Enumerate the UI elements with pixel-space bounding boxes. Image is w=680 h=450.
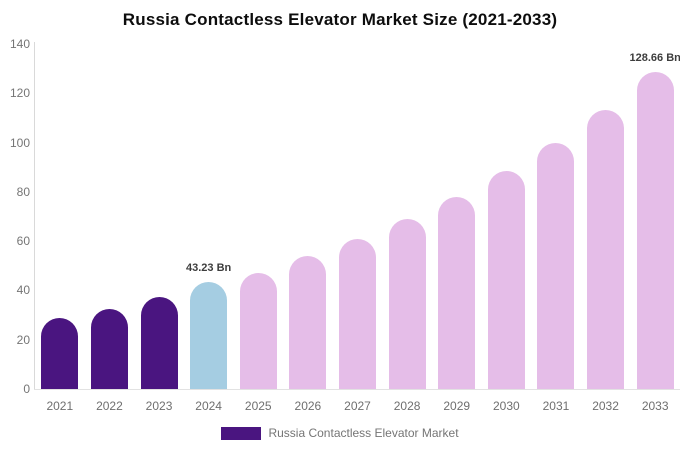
x-tick-label: 2031 — [542, 399, 570, 413]
bar-2024 — [190, 282, 228, 389]
legend-label: Russia Contactless Elevator Market — [268, 426, 459, 440]
x-tick-label: 2025 — [244, 399, 272, 413]
y-tick-label: 120 — [9, 86, 30, 101]
bar-2023 — [140, 296, 178, 389]
bar-2029 — [438, 196, 476, 389]
bar-2033 — [636, 71, 674, 389]
x-axis-line — [34, 389, 680, 390]
x-tick-label: 2032 — [592, 399, 619, 413]
x-tick-label: 2024 — [195, 399, 222, 413]
y-tick-label: 100 — [9, 135, 30, 150]
bar-2028 — [388, 218, 426, 389]
chart-title: Russia Contactless Elevator Market Size … — [122, 10, 558, 29]
x-tick-label: 2026 — [294, 399, 322, 413]
x-tick-label: 2023 — [145, 399, 173, 413]
y-tick-label: 60 — [16, 234, 30, 249]
data-label: 128.66 Bn — [629, 51, 680, 64]
bar-2026 — [289, 255, 327, 389]
y-tick-label: 0 — [23, 382, 30, 396]
x-tick-label: 2030 — [492, 399, 520, 413]
bar-2022 — [90, 308, 128, 389]
bar-2025 — [239, 272, 277, 389]
x-tick-label: 2021 — [46, 399, 74, 413]
x-tick-label: 2022 — [96, 399, 123, 413]
x-tick-label: 2028 — [393, 399, 421, 413]
y-axis-line — [34, 42, 35, 389]
legend-swatch — [221, 426, 262, 440]
x-tick-label: 2033 — [641, 399, 669, 413]
x-tick-label: 2027 — [344, 399, 371, 413]
y-tick-label: 40 — [16, 283, 30, 298]
bar-2021 — [41, 318, 79, 389]
bar-2032 — [587, 110, 625, 389]
y-tick-label: 80 — [16, 184, 30, 199]
bar-2031 — [537, 142, 575, 389]
bar-2027 — [339, 238, 376, 389]
legend: Russia Contactless Elevator Market — [0, 426, 680, 440]
bar-2030 — [487, 170, 525, 389]
data-label: 43.23 Bn — [186, 262, 232, 275]
x-tick-label: 2029 — [443, 399, 471, 413]
y-tick-label: 140 — [9, 37, 30, 51]
y-tick-label: 20 — [16, 332, 30, 347]
